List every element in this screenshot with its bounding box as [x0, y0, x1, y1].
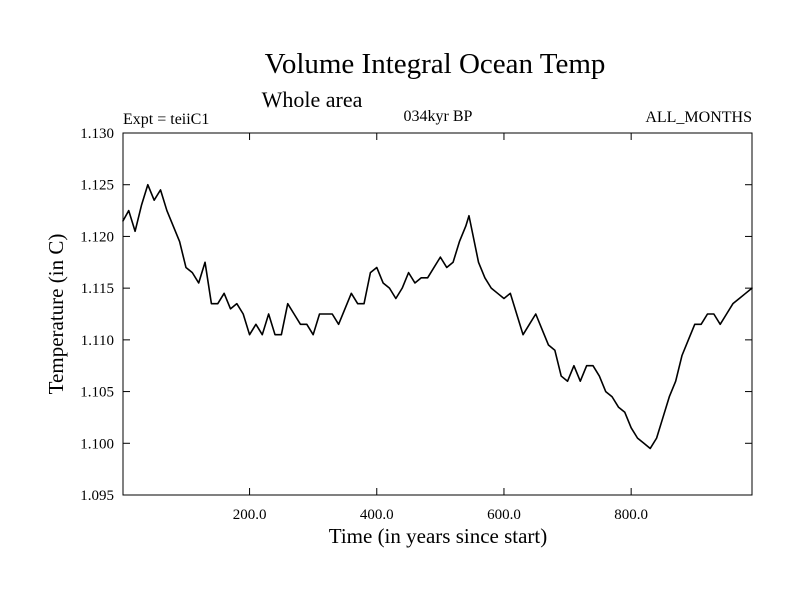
y-tick-label: 1.115 [81, 281, 114, 297]
y-tick-label: 1.100 [80, 436, 114, 452]
tick-group [123, 132, 752, 496]
experiment-label: Expt = teiiC1 [123, 111, 209, 128]
plot-frame [122, 132, 753, 496]
months-label: ALL_MONTHS [645, 109, 752, 126]
header-annotations: Expt = teiiC1 034kyr BP ALL_MONTHS [123, 108, 752, 128]
y-tick-label: 1.110 [81, 333, 114, 349]
period-label: 034kyr BP [404, 108, 473, 125]
x-tick-label: 200.0 [233, 507, 267, 523]
x-tick-label: 800.0 [614, 507, 648, 523]
y-tick-label: 1.125 [80, 178, 114, 194]
title-block: Volume Integral Ocean Temp Whole area [262, 48, 606, 112]
x-tick-label: 400.0 [360, 507, 394, 523]
temperature-series-line [122, 183, 753, 450]
chart-title: Volume Integral Ocean Temp [265, 48, 606, 80]
y-tick-label: 1.120 [80, 229, 114, 245]
y-tick-label: 1.095 [80, 488, 114, 504]
y-tick-label: 1.130 [80, 126, 114, 142]
y-tick-label: 1.105 [80, 385, 114, 401]
x-tick-label: 600.0 [487, 507, 521, 523]
axis-titles: Time (in years since start) Temperature … [44, 234, 547, 548]
y-axis-title: Temperature (in C) [44, 234, 68, 395]
tick-label-group: 200.0 400.0 600.0 800.0 1.095 1.100 1.105 1.110… [80, 126, 648, 523]
chart-subtitle: Whole area [262, 87, 363, 112]
axes: 200.0 400.0 600.0 800.0 1.095 1.100 1.105 1.110… [80, 126, 753, 523]
x-axis-title: Time (in years since start) [329, 524, 548, 548]
